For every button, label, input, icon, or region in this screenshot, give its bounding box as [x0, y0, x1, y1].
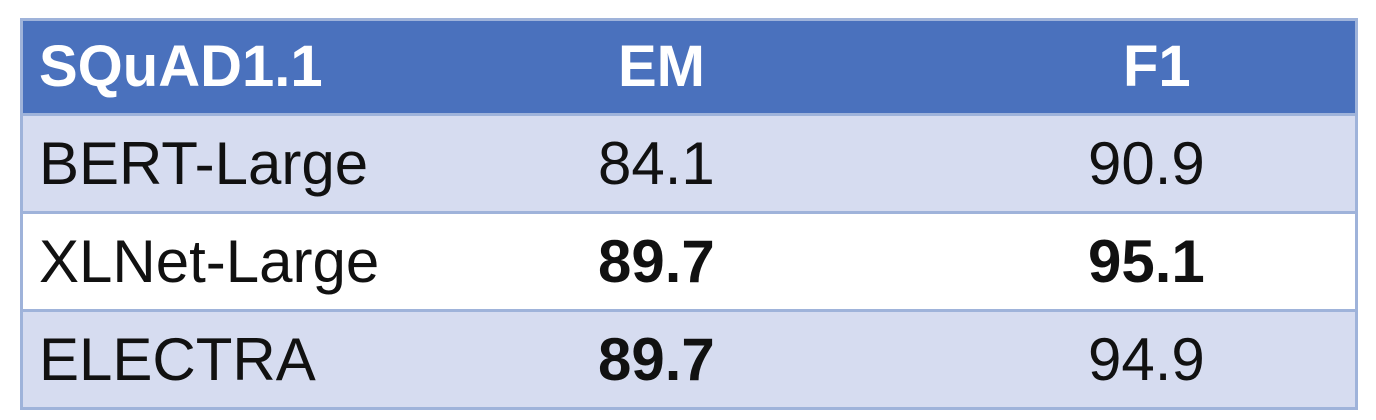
header-f1: F1 — [1123, 34, 1191, 99]
f1-score: 90.9 — [1088, 129, 1205, 197]
em-score: 89.7 — [598, 227, 715, 295]
em-score: 84.1 — [598, 129, 715, 197]
results-table: SQuAD1.1 EM F1 BERT-Large 84.1 90.9 XLNe… — [20, 18, 1358, 410]
em-score: 89.7 — [598, 325, 715, 393]
table-header-row: SQuAD1.1 EM F1 — [23, 21, 1355, 113]
model-name: ELECTRA — [39, 325, 316, 393]
table-row: XLNet-Large 89.7 95.1 — [23, 211, 1355, 309]
f1-score: 95.1 — [1088, 227, 1205, 295]
f1-score: 94.9 — [1088, 325, 1205, 393]
header-dataset: SQuAD1.1 — [39, 34, 323, 99]
table-row: BERT-Large 84.1 90.9 — [23, 113, 1355, 211]
table-row: ELECTRA 89.7 94.9 — [23, 309, 1355, 407]
header-em: EM — [618, 34, 705, 99]
model-name: BERT-Large — [39, 129, 369, 197]
model-name: XLNet-Large — [39, 227, 380, 295]
